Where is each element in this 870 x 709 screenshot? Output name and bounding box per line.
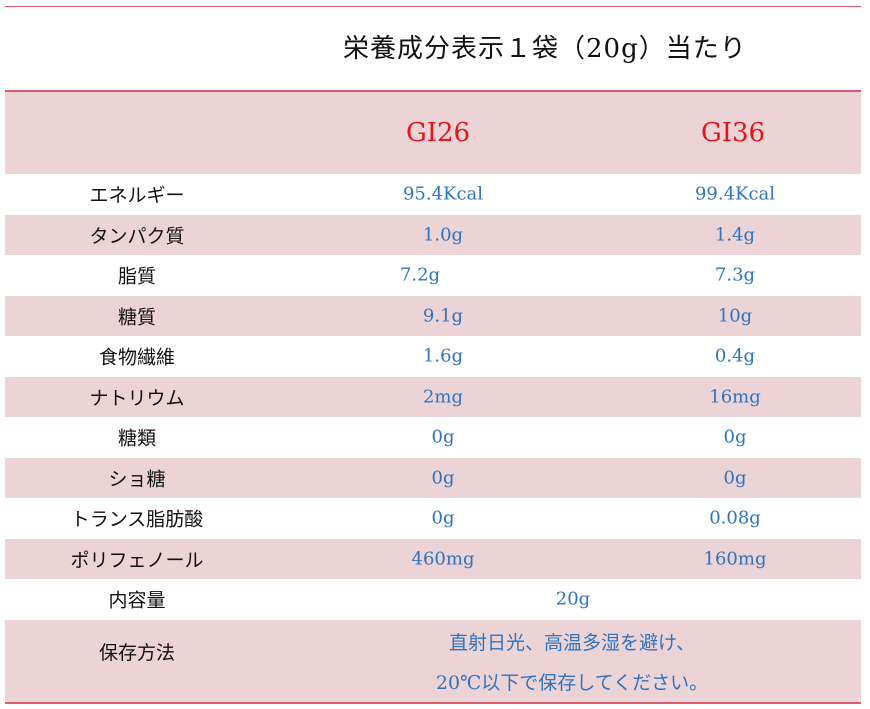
gi36-value: 7.3g [714, 264, 756, 286]
gi26-value: 95.4Kcal [402, 183, 484, 205]
gi26-value: 0g [431, 426, 455, 448]
table-row: 脂質 7.2g 7.3g [5, 255, 861, 296]
gi26-value: 460mg [411, 548, 475, 570]
storage-instructions-line2: 20℃以下で保存してください。 [435, 671, 709, 694]
column-header-gi36: GI36 [700, 118, 766, 148]
table-row: 食物繊維 1.6g 0.4g [5, 336, 861, 377]
table-row: トランス脂肪酸 0g 0.08g [5, 498, 861, 539]
gi36-value: 16mg [709, 386, 761, 408]
gi26-value: 2mg [422, 386, 464, 408]
storage-label: 保存方法 [98, 641, 176, 664]
gi36-value: 10g [717, 305, 753, 327]
gi26-value: 1.0g [422, 224, 464, 246]
content-value: 20g [555, 588, 591, 610]
table-header: GI26 GI36 [5, 90, 861, 174]
gi36-value: 0.08g [709, 507, 761, 529]
storage-row: 保存方法 直射日光、高温多湿を避け、 20℃以下で保存してください。 [5, 619, 861, 704]
row-label: ポリフェノール [70, 549, 204, 572]
gi26-value: 0g [431, 507, 455, 529]
row-label: タンパク質 [89, 225, 185, 248]
nutrition-table: GI26 GI36 エネルギー 95.4Kcal 99.4Kcal タンパク質 … [5, 90, 861, 704]
table-row: ナトリウム 2mg 16mg [5, 376, 861, 417]
gi36-value: 99.4Kcal [694, 183, 776, 205]
content-row: 内容量 20g [5, 579, 861, 620]
table-row: ショ糖 0g 0g [5, 457, 861, 498]
row-label: エネルギー [89, 184, 185, 207]
gi36-value: 0g [723, 426, 747, 448]
row-label: ショ糖 [108, 468, 166, 491]
gi36-value: 1.4g [714, 224, 756, 246]
page-title: 栄養成分表示１袋（20g）当たり [343, 34, 747, 64]
table-row: 糖質 9.1g 10g [5, 295, 861, 336]
row-label: 糖質 [117, 306, 157, 329]
row-label: 糖類 [117, 427, 157, 450]
gi36-value: 0g [723, 467, 747, 489]
gi26-value: 0g [431, 467, 455, 489]
content-label: 内容量 [108, 589, 166, 612]
row-label: 食物繊維 [98, 346, 176, 369]
top-rule [5, 6, 861, 7]
row-label: トランス脂肪酸 [70, 508, 204, 531]
column-header-gi26: GI26 [405, 118, 471, 148]
storage-instructions-line1: 直射日光、高温多湿を避け、 [448, 631, 696, 654]
gi36-value: 160mg [703, 548, 767, 570]
gi26-value: 7.2g [399, 264, 441, 286]
gi26-value: 9.1g [422, 305, 464, 327]
table-row: ポリフェノール 460mg 160mg [5, 538, 861, 579]
gi36-value: 0.4g [714, 345, 756, 367]
table-row: エネルギー 95.4Kcal 99.4Kcal [5, 174, 861, 215]
row-label: 脂質 [117, 265, 157, 288]
gi26-value: 1.6g [422, 345, 464, 367]
table-row: タンパク質 1.0g 1.4g [5, 214, 861, 255]
table-row: 糖類 0g 0g [5, 417, 861, 458]
row-label: ナトリウム [89, 387, 185, 410]
